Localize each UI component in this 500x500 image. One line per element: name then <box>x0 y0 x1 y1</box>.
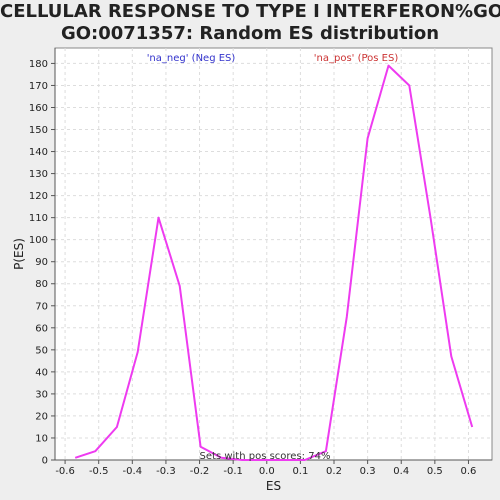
y-tick-label: 150 <box>29 125 48 136</box>
y-tick-label: 60 <box>35 323 48 334</box>
x-tick-label: -0.5 <box>89 466 109 477</box>
legend-pos-label: 'na_pos' (Pos ES) <box>314 53 399 64</box>
pos-scores-annotation: Sets with pos scores: 74% <box>200 451 331 462</box>
x-axis-title: ES <box>266 479 281 493</box>
x-tick-label: -0.1 <box>223 466 243 477</box>
y-axis-title: P(ES) <box>12 238 26 270</box>
y-tick-label: 140 <box>29 147 48 158</box>
y-tick-label: 50 <box>35 345 48 356</box>
y-tick-label: 180 <box>29 59 48 70</box>
chart-title-line1: CELLULAR RESPONSE TO TYPE I INTERFERON%G… <box>0 1 500 22</box>
y-tick-label: 10 <box>35 433 48 444</box>
x-tick-label: -0.6 <box>55 466 75 477</box>
x-tick-label: 0.5 <box>427 466 443 477</box>
chart-title-line2: GO:0071357: Random ES distribution <box>60 23 440 44</box>
series-group <box>74 64 474 461</box>
y-tick-label: 20 <box>35 411 48 422</box>
y-tick-label: 40 <box>35 367 48 378</box>
y-tick-label: 70 <box>35 301 48 312</box>
x-tick-label: 0.2 <box>326 466 342 477</box>
y-tick-label: 160 <box>29 103 48 114</box>
x-tick-label: -0.2 <box>190 466 210 477</box>
es-distribution-line <box>74 64 474 461</box>
plot-background <box>54 47 493 461</box>
x-tick-label: 0.6 <box>461 466 477 477</box>
y-tick-label: 170 <box>29 81 48 92</box>
x-tick-label: -0.4 <box>123 466 143 477</box>
x-tick-label: -0.3 <box>156 466 176 477</box>
x-axis: -0.6 -0.5 -0.4 -0.3 -0.2 -0.1 0.0 0.1 0.2 0.3 0.4 0… <box>55 459 492 477</box>
y-tick-label: 100 <box>29 235 48 246</box>
y-tick-label: 110 <box>29 213 48 224</box>
y-tick-label: 0 <box>42 456 48 467</box>
x-tick-label: 0.3 <box>360 466 376 477</box>
y-tick-label: 30 <box>35 389 48 400</box>
y-tick-label: 120 <box>29 191 48 202</box>
legend-neg-label: 'na_neg' (Neg ES) <box>147 53 236 64</box>
y-tick-label: 80 <box>35 279 48 290</box>
x-tick-label: 0.1 <box>292 466 308 477</box>
y-axis: 0 10 20 30 40 50 60 70 80 90 100 110 120 130 140 150 160… <box>29 48 56 467</box>
x-tick-label: 0.0 <box>259 466 275 477</box>
x-tick-label: 0.4 <box>393 466 409 477</box>
grid-lines <box>55 48 492 461</box>
y-tick-label: 90 <box>35 257 48 268</box>
y-tick-label: 130 <box>29 169 48 180</box>
